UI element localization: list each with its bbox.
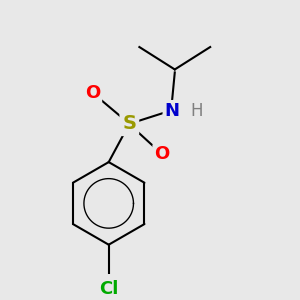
Text: N: N [164,102,179,120]
Text: Cl: Cl [99,280,118,298]
Text: S: S [122,114,136,133]
Text: O: O [85,84,100,102]
Text: H: H [190,102,203,120]
Text: O: O [154,146,170,164]
